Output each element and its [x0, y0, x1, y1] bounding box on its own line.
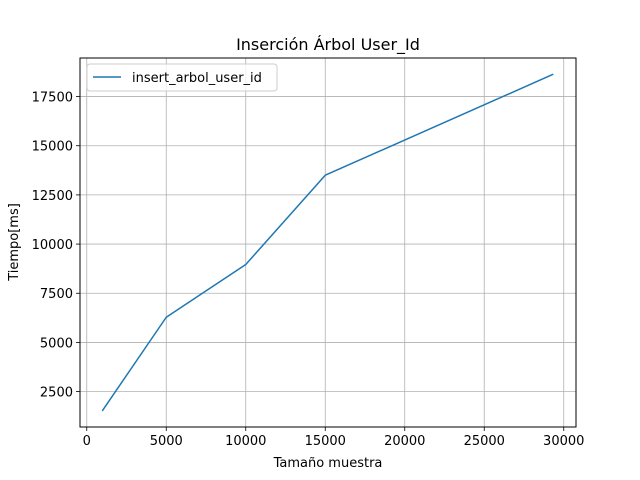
y-tick-label: 10000 [32, 238, 73, 253]
x-tick-label: 5000 [150, 434, 183, 449]
grid-lines [80, 58, 576, 427]
y-tick-label: 7500 [40, 287, 73, 302]
chart-title: Inserción Árbol User_Id [236, 35, 420, 55]
y-tick-label: 5000 [40, 336, 73, 351]
axes-frame [79, 57, 577, 428]
y-axis-ticks: 2500 5000 7500 10000 12500 15000 17500 [32, 91, 80, 401]
legend-label-insert-arbol-user-id: insert_arbol_user_id [132, 71, 262, 86]
x-tick-label: 0 [83, 434, 91, 449]
y-tick-label: 15000 [32, 140, 73, 155]
legend: insert_arbol_user_id [86, 63, 278, 92]
x-axis-label: Tamaño muestra [273, 456, 383, 471]
y-axis-label: Tiempo[ms] [7, 203, 22, 282]
x-axis-ticks: 0 5000 10000 15000 20000 25000 30000 [83, 427, 584, 449]
plot-area [101, 73, 554, 412]
x-tick-label: 25000 [464, 434, 505, 449]
legend-box [86, 63, 278, 92]
x-tick-label: 10000 [225, 434, 266, 449]
x-tick-label: 20000 [384, 434, 425, 449]
x-tick-label: 15000 [305, 434, 346, 449]
y-tick-label: 12500 [32, 189, 73, 204]
y-tick-label: 17500 [32, 91, 73, 106]
y-tick-label: 2500 [40, 386, 73, 401]
x-tick-label: 30000 [543, 434, 584, 449]
